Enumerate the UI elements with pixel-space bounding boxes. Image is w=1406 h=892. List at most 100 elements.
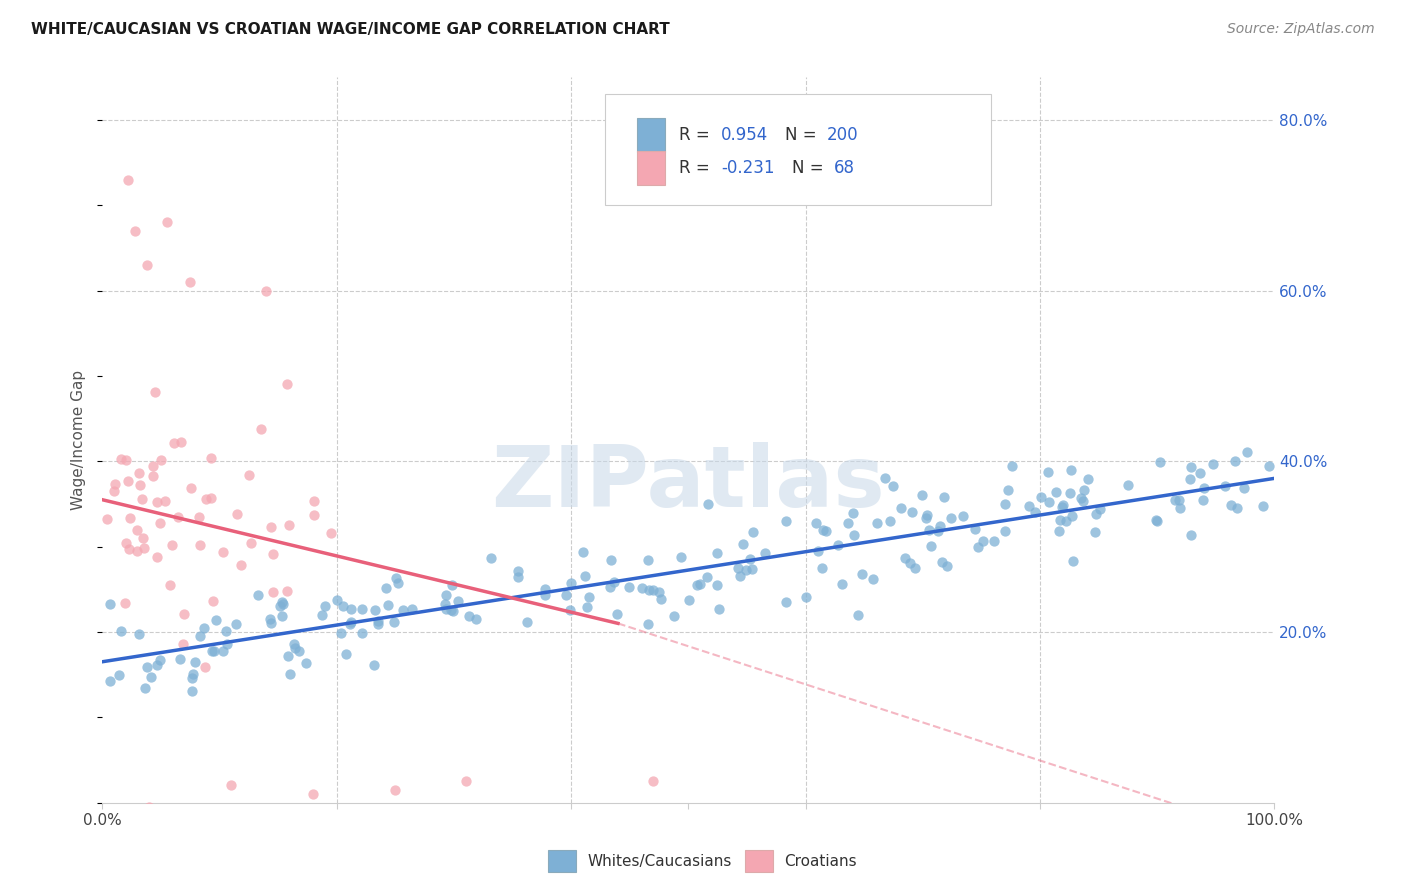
Point bbox=[617, 580, 640, 594]
Point bbox=[875, 471, 897, 485]
Point bbox=[146, 495, 169, 509]
Point bbox=[276, 584, 298, 599]
Point bbox=[939, 510, 962, 524]
Point bbox=[560, 576, 582, 591]
Point bbox=[194, 660, 217, 674]
Point bbox=[730, 569, 752, 583]
Point bbox=[516, 615, 538, 629]
Point bbox=[901, 504, 924, 518]
Point bbox=[741, 525, 763, 540]
Point bbox=[1168, 501, 1191, 516]
Point bbox=[231, 558, 253, 572]
Point bbox=[671, 550, 693, 565]
Point bbox=[1226, 500, 1249, 515]
Point bbox=[107, 668, 129, 682]
Point bbox=[447, 594, 470, 608]
Point bbox=[314, 599, 336, 613]
Point bbox=[576, 599, 599, 614]
Point bbox=[918, 523, 941, 537]
Point bbox=[1070, 491, 1092, 506]
Point bbox=[134, 681, 156, 695]
Point bbox=[125, 543, 148, 558]
Point bbox=[927, 524, 949, 538]
Point bbox=[457, 608, 479, 623]
Y-axis label: Wage/Income Gap: Wage/Income Gap bbox=[72, 370, 86, 510]
Point bbox=[352, 601, 374, 615]
Point bbox=[382, 615, 405, 629]
Point bbox=[900, 557, 922, 571]
Point bbox=[159, 577, 181, 591]
Point bbox=[904, 561, 927, 575]
Point bbox=[727, 560, 749, 574]
Point bbox=[935, 559, 957, 574]
Point bbox=[262, 547, 284, 561]
Point bbox=[202, 594, 225, 608]
Point bbox=[188, 510, 211, 524]
Point bbox=[678, 592, 700, 607]
Point bbox=[433, 597, 456, 611]
Point bbox=[664, 609, 686, 624]
Point bbox=[709, 602, 731, 616]
Point bbox=[811, 523, 834, 537]
Point bbox=[837, 516, 859, 530]
Point bbox=[377, 598, 399, 612]
Point bbox=[1038, 494, 1060, 508]
Text: N =: N = bbox=[792, 159, 828, 177]
Point bbox=[1062, 554, 1084, 568]
Point bbox=[364, 603, 387, 617]
Point bbox=[212, 644, 235, 658]
Point bbox=[118, 541, 141, 556]
Point bbox=[1018, 499, 1040, 513]
Point bbox=[103, 483, 125, 498]
Point bbox=[302, 787, 325, 801]
Point bbox=[1144, 513, 1167, 527]
Point bbox=[454, 774, 477, 789]
Point bbox=[920, 539, 942, 553]
Point bbox=[731, 536, 754, 550]
Point bbox=[160, 538, 183, 552]
Point bbox=[335, 647, 357, 661]
Point bbox=[169, 652, 191, 666]
Point bbox=[1180, 460, 1202, 475]
Point bbox=[326, 593, 349, 607]
Point bbox=[796, 590, 818, 604]
Point bbox=[804, 516, 827, 531]
Text: R =: R = bbox=[679, 159, 716, 177]
Point bbox=[172, 637, 194, 651]
Point bbox=[894, 551, 917, 566]
Point bbox=[173, 607, 195, 621]
Point bbox=[1071, 493, 1094, 508]
Point bbox=[1167, 492, 1189, 507]
Point bbox=[149, 453, 172, 467]
Point bbox=[141, 670, 163, 684]
Point bbox=[1116, 478, 1139, 492]
Point bbox=[143, 384, 166, 399]
Point bbox=[277, 648, 299, 663]
Point bbox=[831, 577, 853, 591]
Point bbox=[578, 590, 600, 604]
Text: Croatians: Croatians bbox=[785, 854, 858, 869]
Point bbox=[184, 655, 207, 669]
Point bbox=[574, 569, 596, 583]
Point bbox=[284, 640, 307, 655]
Point bbox=[890, 501, 912, 516]
Point bbox=[181, 666, 204, 681]
Point bbox=[1223, 454, 1246, 468]
Point bbox=[827, 538, 849, 552]
Point bbox=[934, 491, 956, 505]
Point bbox=[647, 585, 669, 599]
Point bbox=[124, 224, 146, 238]
Point bbox=[972, 534, 994, 549]
Point bbox=[254, 284, 277, 298]
Point bbox=[193, 621, 215, 635]
Point bbox=[167, 509, 190, 524]
Point bbox=[128, 477, 150, 491]
Point bbox=[153, 494, 176, 508]
Point bbox=[1054, 514, 1077, 528]
Point bbox=[1077, 472, 1099, 486]
Text: WHITE/CAUCASIAN VS CROATIAN WAGE/INCOME GAP CORRELATION CHART: WHITE/CAUCASIAN VS CROATIAN WAGE/INCOME … bbox=[31, 22, 669, 37]
Point bbox=[110, 451, 132, 466]
Point bbox=[441, 577, 464, 591]
Point bbox=[1220, 498, 1243, 512]
Point bbox=[247, 588, 270, 602]
